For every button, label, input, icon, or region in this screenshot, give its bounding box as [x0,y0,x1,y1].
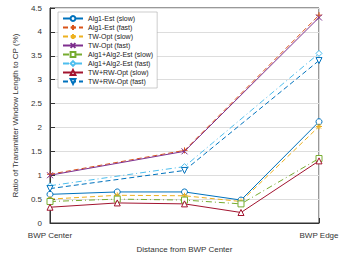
svg-text:4: 4 [38,27,43,36]
svg-text:Alg1+Alg2-Est (fast): Alg1+Alg2-Est (fast) [88,60,150,68]
svg-text:BWP Edge: BWP Edge [300,231,340,240]
svg-text:TW+RW-Opt (fast): TW+RW-Opt (fast) [88,78,146,86]
svg-text:1.5: 1.5 [31,147,43,156]
svg-text:TW-Opt (slow): TW-Opt (slow) [88,33,133,41]
svg-text:Alg1+Alg2-Est (slow): Alg1+Alg2-Est (slow) [88,51,153,59]
svg-text:Distance from BWP Center: Distance from BWP Center [137,245,233,254]
svg-text:Ratio of Transmitter Window Le: Ratio of Transmitter Window Length to CP… [11,33,20,197]
svg-text:2: 2 [38,123,43,132]
svg-text:0.5: 0.5 [31,195,43,204]
svg-text:4.5: 4.5 [31,4,43,13]
svg-text:0: 0 [38,219,43,228]
svg-text:1: 1 [38,171,43,180]
svg-text:TW+RW-Opt (slow): TW+RW-Opt (slow) [88,69,149,77]
svg-text:BWP Center: BWP Center [28,231,73,240]
svg-text:Alg1-Est (fast): Alg1-Est (fast) [88,24,132,32]
svg-text:3: 3 [38,75,43,84]
svg-text:2.5: 2.5 [31,99,43,108]
svg-text:Alg1-Est (slow): Alg1-Est (slow) [88,15,135,23]
svg-text:3.5: 3.5 [31,51,43,60]
svg-text:TW-Opt (fast): TW-Opt (fast) [88,42,130,50]
